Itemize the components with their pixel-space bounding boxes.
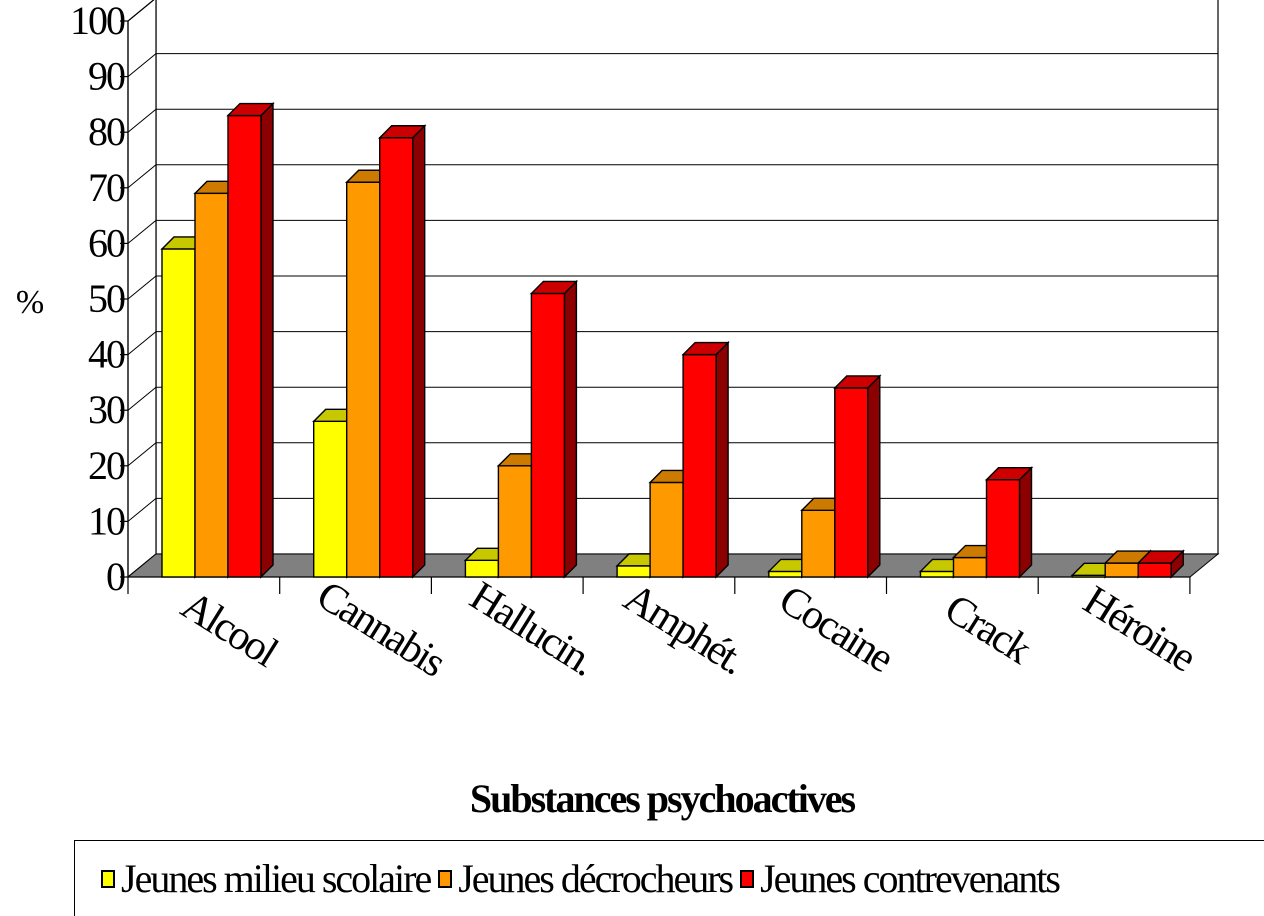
y-tick-label: 30	[88, 387, 125, 432]
y-tick-label: 20	[88, 443, 125, 488]
bar	[768, 570, 803, 578]
bar	[313, 420, 348, 578]
legend: Jeunes milieu scolaire Jeunes décrocheurs…	[74, 840, 1264, 916]
side-wall	[127, 0, 157, 579]
gridline	[127, 331, 1218, 355]
y-tick-label: 100	[70, 0, 125, 43]
y-tick-label: 0	[106, 554, 125, 599]
legend-label: Jeunes décrocheurs	[458, 856, 734, 901]
bar-top	[226, 102, 275, 117]
x-category-label: Hallucin.	[462, 573, 603, 685]
bar-side	[715, 340, 729, 579]
bar-top	[681, 341, 730, 356]
bar	[801, 509, 836, 578]
bar	[682, 353, 717, 578]
bar-top	[833, 375, 882, 389]
legend-label: Jeunes contrevenants	[760, 856, 1061, 901]
bar-side	[1018, 466, 1033, 579]
bar-side	[412, 124, 426, 579]
gridline	[127, 0, 155, 22]
x-axis-title: Substances psychoactives	[470, 776, 856, 821]
y-tick-label: 80	[88, 109, 125, 154]
y-tick-label: 70	[88, 165, 125, 210]
x-category-label: Crack	[937, 586, 1040, 674]
bar	[616, 565, 651, 578]
x-category-label: Héroine	[1075, 577, 1203, 681]
legend-swatch	[101, 869, 115, 888]
gridline	[127, 164, 1218, 189]
y-tick-label: 50	[88, 276, 125, 321]
bar	[530, 292, 566, 578]
gridline	[127, 219, 1218, 244]
bar-top	[1136, 550, 1185, 564]
y-axis-title: %	[16, 284, 44, 321]
bar	[985, 479, 1021, 578]
bar	[346, 181, 381, 578]
legend-item: Jeunes décrocheurs	[438, 855, 734, 902]
legend-swatch	[740, 869, 755, 888]
y-tick-label: 90	[88, 54, 125, 99]
bar	[919, 570, 955, 578]
bar	[649, 481, 684, 578]
legend-label: Jeunes milieu scolaire	[121, 856, 432, 901]
bar	[379, 137, 414, 578]
bar	[952, 556, 988, 578]
gridline	[127, 275, 1218, 300]
bar	[1104, 562, 1139, 578]
bar-top	[984, 467, 1034, 481]
legend-item: Jeunes contrevenants	[740, 855, 1061, 902]
bar	[1137, 562, 1172, 578]
bar-side	[260, 101, 274, 579]
bar-side	[867, 374, 881, 579]
gridline	[127, 53, 1218, 77]
y-tick-label: 10	[88, 498, 125, 543]
bar-top	[529, 280, 579, 295]
bar	[497, 465, 533, 578]
bar-side	[563, 279, 578, 579]
bar	[464, 559, 500, 578]
bar-top	[378, 125, 427, 139]
bar	[161, 248, 196, 578]
gridline	[127, 108, 1218, 133]
x-category-label: Cocaine	[771, 577, 901, 682]
y-tick-label: 60	[88, 220, 125, 265]
x-category-label: Alcool	[173, 582, 285, 676]
legend-item: Jeunes milieu scolaire	[101, 855, 432, 902]
x-category-label: Amphét.	[616, 575, 752, 684]
bar	[194, 192, 229, 578]
legend-swatch	[438, 869, 453, 888]
bar	[834, 387, 869, 578]
bar	[227, 114, 262, 578]
y-tick-label: 40	[88, 332, 125, 377]
